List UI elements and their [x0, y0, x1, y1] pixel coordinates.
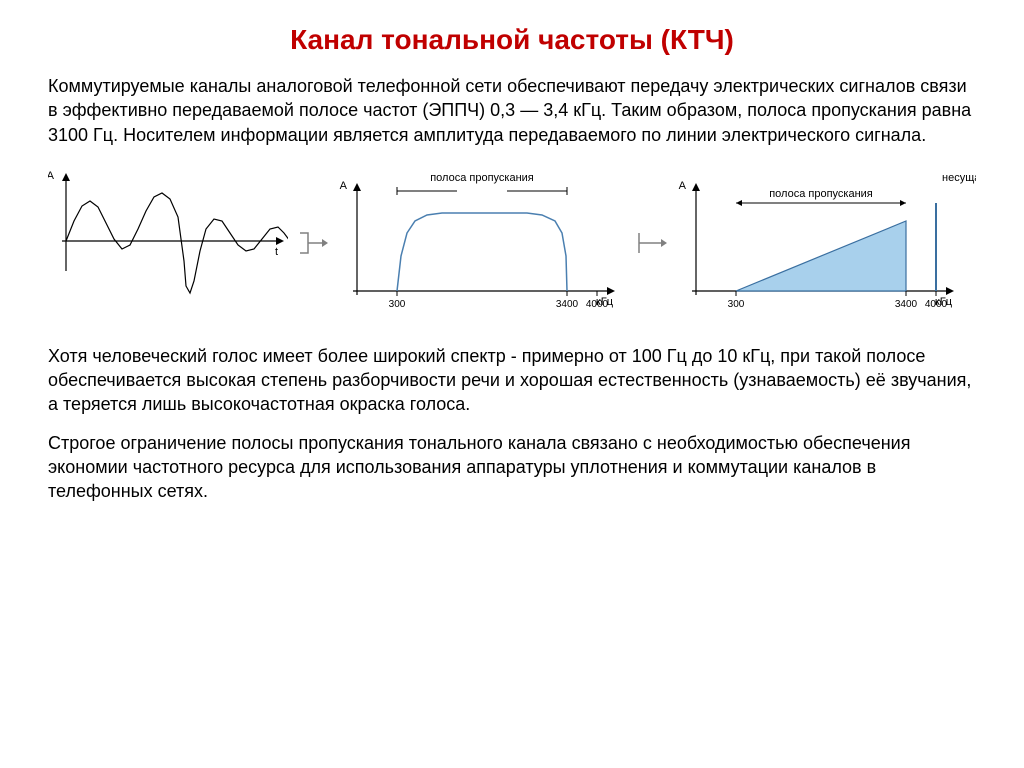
chart-1-svg: At: [48, 161, 288, 321]
arrow-2: [637, 228, 667, 258]
chart-3-svg: AкГцполоса пропусканиянесущая30034004000: [676, 161, 976, 321]
svg-text:A: A: [679, 180, 687, 192]
chart-3-carrier: AкГцполоса пропусканиянесущая30034004000: [676, 161, 976, 326]
svg-text:полоса пропускания: полоса пропускания: [769, 188, 873, 200]
charts-row: At AкГцполоса пропускания30034004000 AкГ…: [48, 161, 976, 326]
svg-text:3400: 3400: [556, 299, 579, 310]
arrow-1: [298, 228, 328, 258]
paragraph-2: Хотя человеческий голос имеет более широ…: [48, 344, 976, 417]
chart-2-svg: AкГцполоса пропускания30034004000: [337, 161, 627, 321]
svg-text:4000: 4000: [586, 299, 609, 310]
svg-text:3400: 3400: [895, 299, 918, 310]
chart-1-signal: At: [48, 161, 288, 326]
svg-text:4000: 4000: [925, 299, 948, 310]
chart-2-bandpass: AкГцполоса пропускания30034004000: [337, 161, 627, 326]
svg-text:несущая: несущая: [942, 172, 976, 184]
paragraph-3: Строгое ограничение полосы пропускания т…: [48, 431, 976, 504]
svg-text:t: t: [275, 246, 278, 258]
paragraph-1: Коммутируемые каналы аналоговой телефонн…: [48, 74, 976, 147]
svg-text:A: A: [48, 170, 55, 182]
svg-text:300: 300: [728, 299, 745, 310]
page-title: Канал тональной частоты (КТЧ): [48, 24, 976, 56]
svg-text:полоса пропускания: полоса пропускания: [430, 172, 534, 184]
svg-text:A: A: [340, 180, 348, 192]
svg-text:300: 300: [389, 299, 406, 310]
